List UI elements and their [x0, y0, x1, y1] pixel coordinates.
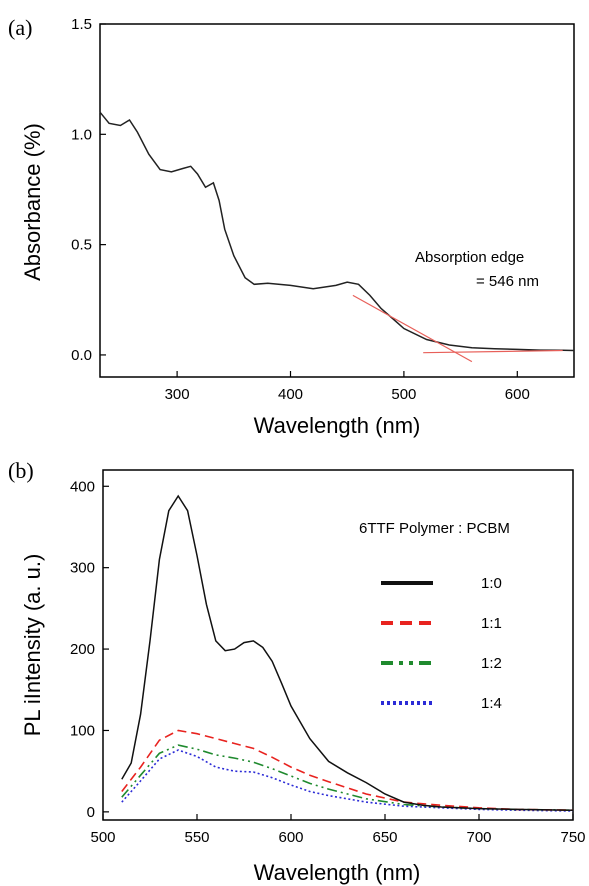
y-axis-title: PL iIntensity (a. u.)	[20, 554, 45, 737]
legend-title: 6TTF Polymer : PCBM	[359, 520, 510, 537]
x-tick-label: 700	[466, 829, 491, 846]
series-line-1-4	[121, 749, 574, 812]
data-series	[99, 111, 575, 363]
annotation-line-2: = 546 nm	[476, 273, 539, 290]
y-tick-label: 100	[70, 722, 95, 739]
x-tick-label: 300	[165, 386, 190, 403]
y-tick-label: 400	[70, 478, 95, 495]
y-tick-label: 1.0	[71, 126, 92, 143]
series-line-1-2	[121, 744, 574, 811]
legend-label: 1:1	[481, 615, 502, 632]
absorbance-chart: (a) 300 400 500 600 0.0 0.5 1.0 1.5 Absorption …	[8, 15, 575, 438]
y-tick-label: 200	[70, 641, 95, 658]
panel-label-a: (a)	[8, 15, 32, 40]
x-tick-label: 550	[184, 829, 209, 846]
panel-label-b: (b)	[8, 458, 34, 483]
legend: 1:0 1:1 1:2 1:4	[381, 575, 502, 712]
series-line-1-0	[121, 494, 574, 811]
series-line-1-1	[121, 729, 574, 811]
y-tick-label: 0.0	[71, 347, 92, 364]
y-tick-label: 300	[70, 560, 95, 577]
x-tick-label: 600	[505, 386, 530, 403]
x-tick-label: 650	[372, 829, 397, 846]
legend-label: 1:0	[481, 575, 502, 592]
x-tick-label: 750	[560, 829, 585, 846]
legend-label: 1:2	[481, 655, 502, 672]
y-tick-label: 0.5	[71, 237, 92, 254]
y-tick-label: 1.5	[71, 16, 92, 33]
y-tick-label: 0	[87, 804, 95, 821]
plot-frame	[99, 23, 575, 378]
x-tick-label: 400	[278, 386, 303, 403]
plot-frame	[102, 469, 574, 821]
data-series	[121, 494, 574, 812]
pl-intensity-chart: (b) 500 550 600 650 700 750 0 100 200 300 400 6TTF…	[8, 458, 586, 885]
x-axis-title: Wavelength (nm)	[254, 860, 421, 885]
axis-ticks: 300 400 500 600 0.0 0.5 1.0 1.5	[71, 16, 530, 403]
tangent-line	[352, 294, 473, 363]
legend-label: 1:4	[481, 695, 502, 712]
axis-ticks: 500 550 600 650 700 750 0 100 200 300 400	[70, 478, 586, 846]
tangent-line	[423, 349, 563, 354]
absorbance-line	[99, 111, 575, 352]
x-tick-label: 600	[278, 829, 303, 846]
annotation-line-1: Absorption edge	[415, 249, 524, 266]
x-axis-title: Wavelength (nm)	[254, 413, 421, 438]
y-axis-title: Absorbance (%)	[20, 123, 45, 281]
x-tick-label: 500	[391, 386, 416, 403]
x-tick-label: 500	[90, 829, 115, 846]
